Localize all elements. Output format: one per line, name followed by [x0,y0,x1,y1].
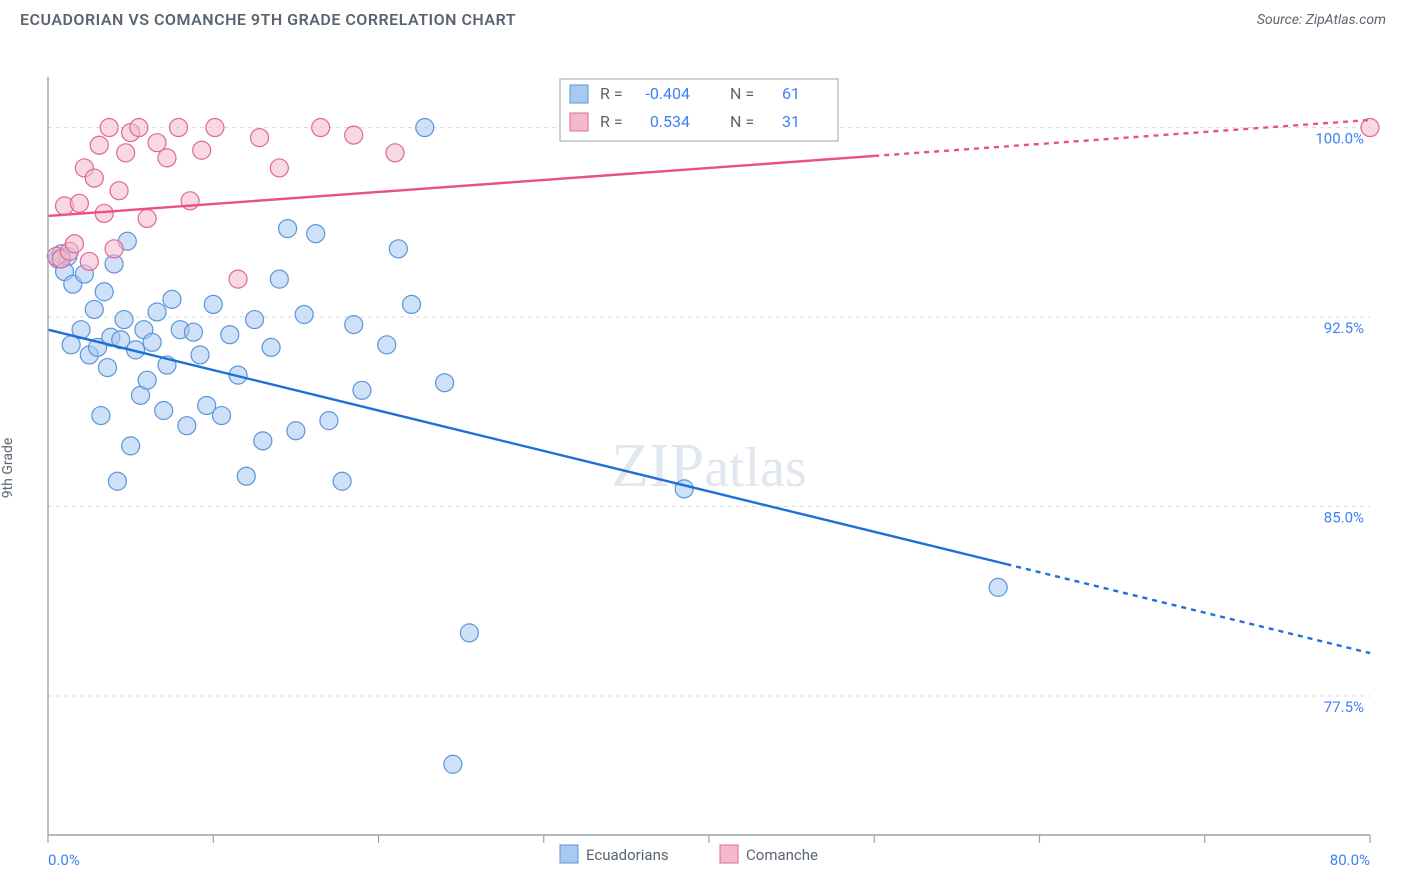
trend-line-extrapolated [1006,564,1370,653]
y-tick-label: 77.5% [1324,698,1364,716]
data-point [270,159,288,177]
data-point [170,119,188,137]
data-point [122,437,140,455]
data-point [460,624,478,642]
data-point [262,338,280,356]
data-point [251,129,269,147]
stat-r-value: -0.404 [645,84,690,103]
data-point [312,119,330,137]
data-point [155,402,173,420]
stat-n-label: N = [730,84,754,103]
data-point [389,240,407,258]
data-point [80,252,98,270]
data-point [295,306,313,324]
data-point [148,303,166,321]
data-point [100,119,118,137]
y-tick-label: 100.0% [1315,130,1364,148]
chart-title: ECUADORIAN VS COMANCHE 9TH GRADE CORRELA… [20,10,516,29]
y-axis-label: 9th Grade [0,438,16,499]
stat-n-label: N = [730,112,754,131]
legend-label: Comanche [746,846,818,864]
legend-swatch [720,845,738,863]
data-point [130,119,148,137]
data-point [138,371,156,389]
data-point [143,333,161,351]
x-tick-label: 80.0% [1330,851,1370,869]
data-point [110,182,128,200]
chart-area: 9th Grade 77.5% 85.0% 92.5% 100.0% ZIPatlas 0… [0,35,1406,885]
data-point [378,336,396,354]
stat-r-value: 0.534 [650,112,690,131]
stat-r-label: R = [600,112,623,131]
data-point [436,374,454,392]
data-point [444,755,462,773]
scatter-chart: 77.5% 85.0% 92.5% 100.0% ZIPatlas 0.0% 80.0% R … [0,35,1406,885]
data-point [307,225,325,243]
data-point [345,126,363,144]
data-point [221,326,239,344]
x-tick-label: 0.0% [48,851,80,869]
data-point [333,472,351,490]
data-point [403,295,421,313]
data-point [138,209,156,227]
data-point [90,136,108,154]
legend-swatch [560,845,578,863]
data-point [204,295,222,313]
data-point [85,169,103,187]
data-point [191,346,209,364]
data-point [108,472,126,490]
data-point [989,578,1007,596]
stat-n-value: 31 [782,112,800,131]
data-point [254,432,272,450]
y-tick-label: 85.0% [1324,509,1364,527]
data-point [117,144,135,162]
data-point [386,144,404,162]
data-point [184,323,202,341]
data-point [70,194,88,212]
data-point [213,407,231,425]
data-point [115,311,133,329]
legend-label: Ecuadorians [586,846,669,864]
data-point [163,290,181,308]
data-point [345,316,363,334]
data-point [193,141,211,159]
trend-line [48,330,1006,564]
stat-n-value: 61 [782,84,800,103]
data-point [287,422,305,440]
data-point [416,119,434,137]
data-point [229,270,247,288]
data-point [85,300,103,318]
chart-source: Source: ZipAtlas.com [1257,12,1386,28]
data-point [270,270,288,288]
data-point [105,240,123,258]
data-point [158,149,176,167]
watermark: ZIPatlas [611,432,807,500]
data-point [279,220,297,238]
data-point [237,467,255,485]
stat-r-label: R = [600,84,623,103]
data-point [178,417,196,435]
data-point [95,283,113,301]
data-point [353,381,371,399]
data-point [65,235,83,253]
data-point [246,311,264,329]
chart-header: ECUADORIAN VS COMANCHE 9TH GRADE CORRELA… [0,0,1406,35]
legend-swatch [570,85,588,103]
y-tick-label: 92.5% [1324,319,1364,337]
trend-line-extrapolated [874,120,1370,156]
data-point [320,412,338,430]
legend-swatch [570,113,588,131]
data-point [206,119,224,137]
data-point [98,359,116,377]
data-point [92,407,110,425]
